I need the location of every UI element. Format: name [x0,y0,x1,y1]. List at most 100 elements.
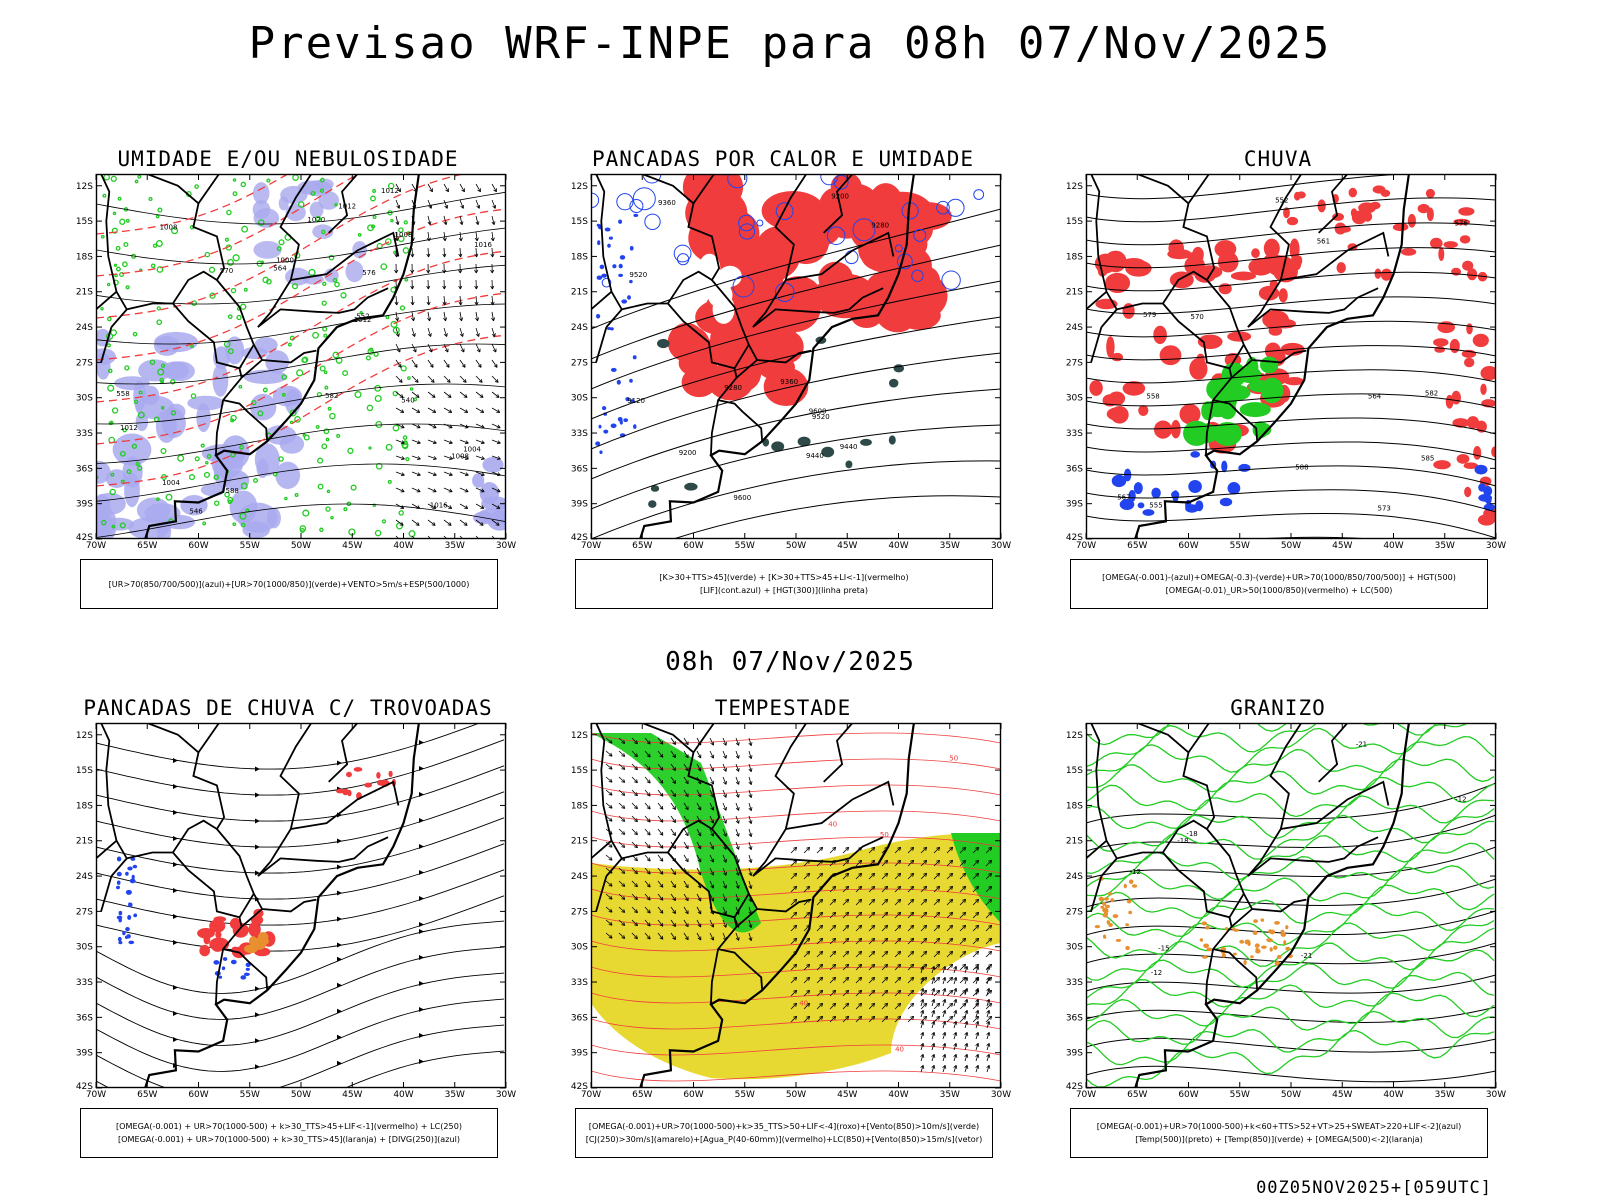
country-border [100,875,113,912]
temp500-contour [1086,942,1496,965]
country-border [100,174,218,311]
wind-vector [920,1054,924,1062]
wind-vector [618,802,626,809]
rain-red-area [1438,247,1445,261]
wind-vector [411,327,416,337]
isobar [96,383,506,425]
thunder-red-area [199,944,210,957]
wind-vector-head [672,754,676,758]
contour-label: -21 [1301,952,1312,960]
wind-vector-head [697,832,702,837]
humidity-green-cell [115,245,121,251]
wind-vector-head [964,1021,969,1025]
lat-label: 12S [1066,182,1083,192]
wind-vector [881,860,888,867]
wind-vector [907,1016,914,1023]
omega-orange-spot [1107,892,1113,896]
rain-green-area [1252,421,1269,439]
country-border [96,840,118,860]
wind-vector-head [806,846,811,851]
wind-vector [931,1065,935,1073]
wind-vector-head [806,885,811,890]
wind-vector [920,886,927,893]
country-border [1318,174,1349,234]
rain-blue-area [1221,460,1228,473]
wind-vector-head [942,1032,947,1036]
lif-blue-spot [625,397,630,402]
caption-line: [OMEGA(-0.01)_UR>50(1000/850)(vermelho) … [1165,585,1393,595]
streamline [96,739,505,796]
map-frame [1085,173,1497,540]
wind-vector [816,1016,823,1023]
humidity-green-cell [122,427,127,433]
wind-vector-head [723,754,727,759]
contour-label: 1012 [381,187,399,195]
streamline-arrow [173,784,178,789]
wind-vector-head [931,1032,936,1036]
wind-vector-head [975,966,980,970]
wind-vector-head [793,937,798,942]
humidity-green-cell [334,281,340,288]
wind-vector [920,899,927,906]
wind-vector [881,886,888,893]
wind-vector [605,880,613,887]
temp850-contour [1086,1029,1495,1088]
wind-vector [395,199,400,209]
wind-vector-head [953,999,958,1003]
wind-vector-head [819,963,824,968]
map-canvas: 1008101210121008100410081012101610161020… [76,173,516,551]
contour-label: 558 [1146,392,1159,400]
wind-vector [657,906,664,914]
country-border [253,344,317,364]
wind-vector [475,503,484,509]
wind-vector [491,311,494,321]
lif-blue-spot [601,273,607,278]
wind-vector-head [697,910,702,915]
contour-label: 9360 [780,378,798,386]
lat-label: 39S [571,500,588,510]
streamline [96,723,481,770]
lif-contour [973,189,985,200]
wind-vector-head [458,269,463,274]
k-green-area [648,500,657,508]
wind-vector-head [646,818,651,823]
wind-vector-head [490,237,495,242]
wind-vector [748,815,752,824]
hgt500-contour [1086,320,1496,338]
wind-vector [986,1010,990,1018]
wind-vector-head [884,950,889,955]
humidity-green-cell [294,493,299,497]
wind-vector [894,1003,901,1010]
wind-vector [868,977,875,984]
humidity-green-cell [322,326,328,332]
wind-vector [972,899,979,906]
wind-vector [670,893,676,901]
wind-vector-head [459,333,464,337]
wind-vector [920,1003,927,1010]
lif-contour [629,199,644,213]
omega-orange-spot [1250,955,1254,959]
isobar [96,227,506,265]
wind-vector-head [949,1015,954,1020]
wind-vector-head [480,409,485,413]
lat-label: 12S [571,182,588,192]
wind-vector-head [975,988,980,992]
contour-label: 585 [1421,455,1434,463]
wind-vector [657,867,664,875]
wind-vector [657,789,664,797]
wind-vector-head [400,456,405,460]
omega-orange-spot [1115,938,1122,942]
wind-vector-head [964,1010,969,1014]
contour-label: -18 [1177,837,1188,845]
wind-vector [842,847,849,854]
wind-vector-head [884,885,889,890]
rain-blue-area [1238,463,1251,472]
wind-vector-head [986,988,991,992]
wind-vector [491,327,496,337]
wind-vector [972,1016,979,1023]
country-border [1136,174,1190,205]
humidity-green-cell [240,482,248,490]
wind-vector-head [897,885,902,890]
wind-vector-head [394,269,399,274]
map-canvas: 9600952094409360928092009120960095209440… [571,173,1011,551]
